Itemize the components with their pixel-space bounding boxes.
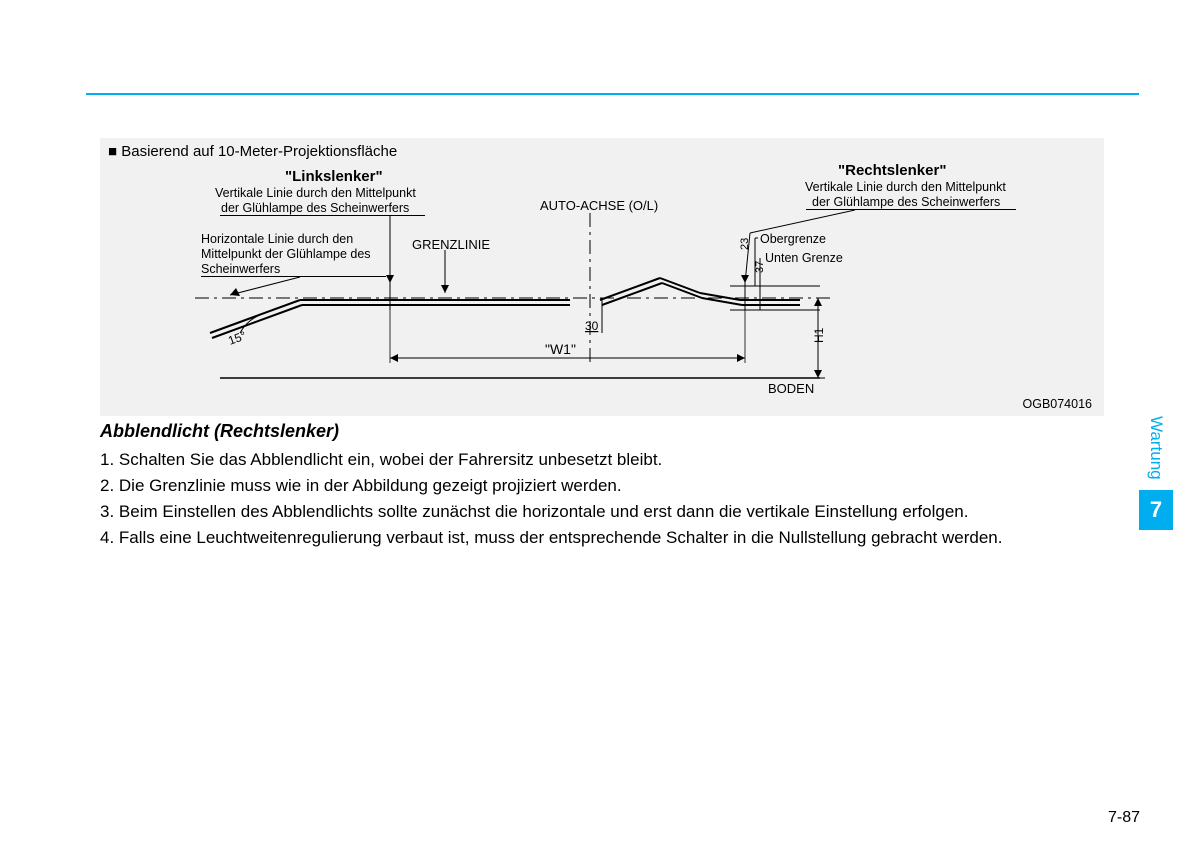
dim-h1: H1 [812,327,826,343]
top-rule [86,93,1139,95]
section-title: Abblendlicht (Rechtslenker) [100,421,339,442]
dim-w1: "W1" [545,341,576,357]
dim-37: 37 [754,261,766,273]
list-item: 1. Schalten Sie das Abblendlicht ein, wo… [100,448,1120,472]
diagram-svg: 15° "W1" 30 H1 23 37 [100,138,1104,416]
dim-30: 30 [585,319,599,333]
dim-23: 23 [739,238,751,250]
chapter-tab: 7 [1139,490,1173,530]
headlamp-diagram: ■ Basierend auf 10-Meter-Projektionsfläc… [100,138,1104,416]
instruction-list: 1. Schalten Sie das Abblendlicht ein, wo… [100,448,1120,552]
list-item: 3. Beim Einstellen des Abblendlichts sol… [100,500,1120,524]
page-number: 7-87 [1108,809,1140,827]
list-item: 2. Die Grenzlinie muss wie in der Abbild… [100,474,1120,498]
side-section-label: Wartung [1146,416,1166,480]
list-item: 4. Falls eine Leuchtweitenregulierung ve… [100,526,1120,550]
